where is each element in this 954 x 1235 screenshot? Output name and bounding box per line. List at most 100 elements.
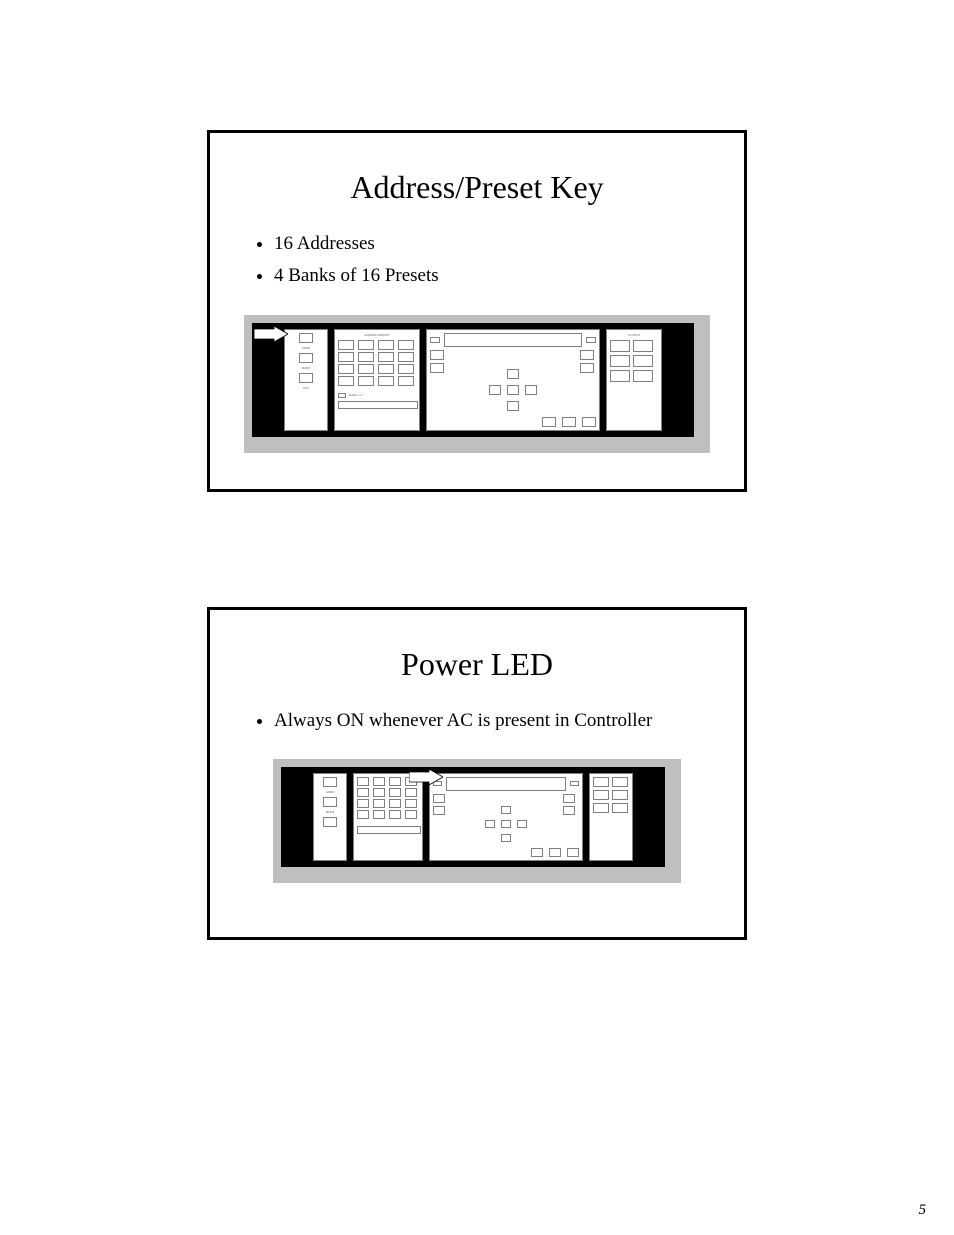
keypad-key[interactable] [405,799,417,808]
keypad-key[interactable] [357,810,369,819]
keypad-key[interactable] [378,340,394,350]
soft-key[interactable] [563,794,575,803]
bullet-item: 4 Banks of 16 Presets [274,260,710,292]
system-key[interactable] [610,370,630,382]
bullet-list: Always ON whenever AC is present in Cont… [274,705,710,737]
controller-panel: ADDR MODE [281,767,665,867]
keypad-key[interactable] [378,352,394,362]
key-label: MODE [302,366,311,370]
panel-frame: ADDR MODE [273,759,673,875]
main-columns [430,350,596,411]
function-key-f1[interactable] [531,848,543,857]
keypad-key[interactable] [357,788,369,797]
dpad-up[interactable] [507,369,519,379]
keypad-key[interactable] [378,376,394,386]
system-key[interactable] [610,355,630,367]
main-left-stack [430,350,446,411]
soft-key[interactable] [430,363,444,373]
main-zone [429,773,583,861]
main-zone [426,329,600,431]
soft-key[interactable] [433,794,445,803]
system-key[interactable] [612,790,628,800]
dpad-left[interactable] [489,385,501,395]
keypad-key[interactable] [338,376,354,386]
keypad-key[interactable] [338,364,354,374]
keypad-key[interactable] [358,364,374,374]
mode-key[interactable] [323,797,337,807]
dpad-down[interactable] [507,401,519,411]
soft-key[interactable] [580,350,594,360]
soft-key[interactable] [433,806,445,815]
dpad-center[interactable] [501,820,511,828]
keypad-key[interactable] [398,376,414,386]
keypad-label: ADDRESS/PRESET [338,333,416,337]
keypad-key[interactable] [338,352,354,362]
callout-arrow-icon [254,326,288,342]
bullet-list: 16 Addresses 4 Banks of 16 Presets [274,228,710,293]
keypad-key[interactable] [357,799,369,808]
keypad-key[interactable] [373,788,385,797]
soft-key[interactable] [580,363,594,373]
slide-2: Power LED Always ON whenever AC is prese… [207,607,747,940]
keypad-key[interactable] [357,777,369,786]
keypad-key[interactable] [373,777,385,786]
keypad-key[interactable] [389,810,401,819]
dpad-left[interactable] [485,820,495,828]
address-preset-key[interactable] [323,777,337,787]
soft-key[interactable] [563,806,575,815]
dpad-center[interactable] [507,385,519,395]
left-key-zone: ADDR MODE AUX [284,329,328,431]
keypad-key[interactable] [398,340,414,350]
bank-slider[interactable] [357,826,421,834]
aux-key[interactable] [299,373,313,383]
function-key-f2[interactable] [562,417,576,427]
address-preset-key[interactable] [299,333,313,343]
panel-frame: ADDR MODE AUX ADDRESS/PRESET [244,315,702,445]
dpad-down[interactable] [501,834,511,842]
function-key-f3[interactable] [567,848,579,857]
keypad-bottom-row: BANK 1-4 [338,393,416,398]
keypad-key[interactable] [358,352,374,362]
soft-key[interactable] [430,350,444,360]
function-key-f2[interactable] [549,848,561,857]
keypad-key[interactable] [373,810,385,819]
keypad-key[interactable] [398,352,414,362]
system-key[interactable] [612,803,628,813]
main-right-stack [563,794,579,842]
page-number: 5 [919,1202,927,1219]
keypad-key[interactable] [389,799,401,808]
keypad-key[interactable] [389,788,401,797]
bank-slider[interactable] [338,401,418,409]
keypad-key[interactable] [389,777,401,786]
dpad-up[interactable] [501,806,511,814]
key-label: MODE [326,810,335,814]
key-label: AUX [303,386,310,390]
right-key-zone [589,773,633,861]
function-key-f1[interactable] [542,417,556,427]
rack-ear-left [289,773,307,861]
system-key[interactable] [593,790,609,800]
system-key[interactable] [593,803,609,813]
keypad-key[interactable] [405,788,417,797]
dpad-right[interactable] [517,820,527,828]
keypad-key[interactable] [398,364,414,374]
keypad-key[interactable] [405,810,417,819]
bank-led-icon [338,393,346,398]
system-key[interactable] [633,340,653,352]
system-key[interactable] [633,355,653,367]
keypad-key[interactable] [338,340,354,350]
system-key[interactable] [593,777,609,787]
keypad-key[interactable] [358,376,374,386]
keypad-key[interactable] [373,799,385,808]
system-key[interactable] [612,777,628,787]
aux-key[interactable] [323,817,337,827]
dpad-right[interactable] [525,385,537,395]
keypad-key[interactable] [378,364,394,374]
keypad-key[interactable] [358,340,374,350]
system-key[interactable] [633,370,653,382]
rack-ear-left [260,329,278,431]
system-key[interactable] [610,340,630,352]
panel-shadow: ADDR MODE AUX ADDRESS/PRESET [244,315,710,453]
mode-key[interactable] [299,353,313,363]
function-key-f3[interactable] [582,417,596,427]
